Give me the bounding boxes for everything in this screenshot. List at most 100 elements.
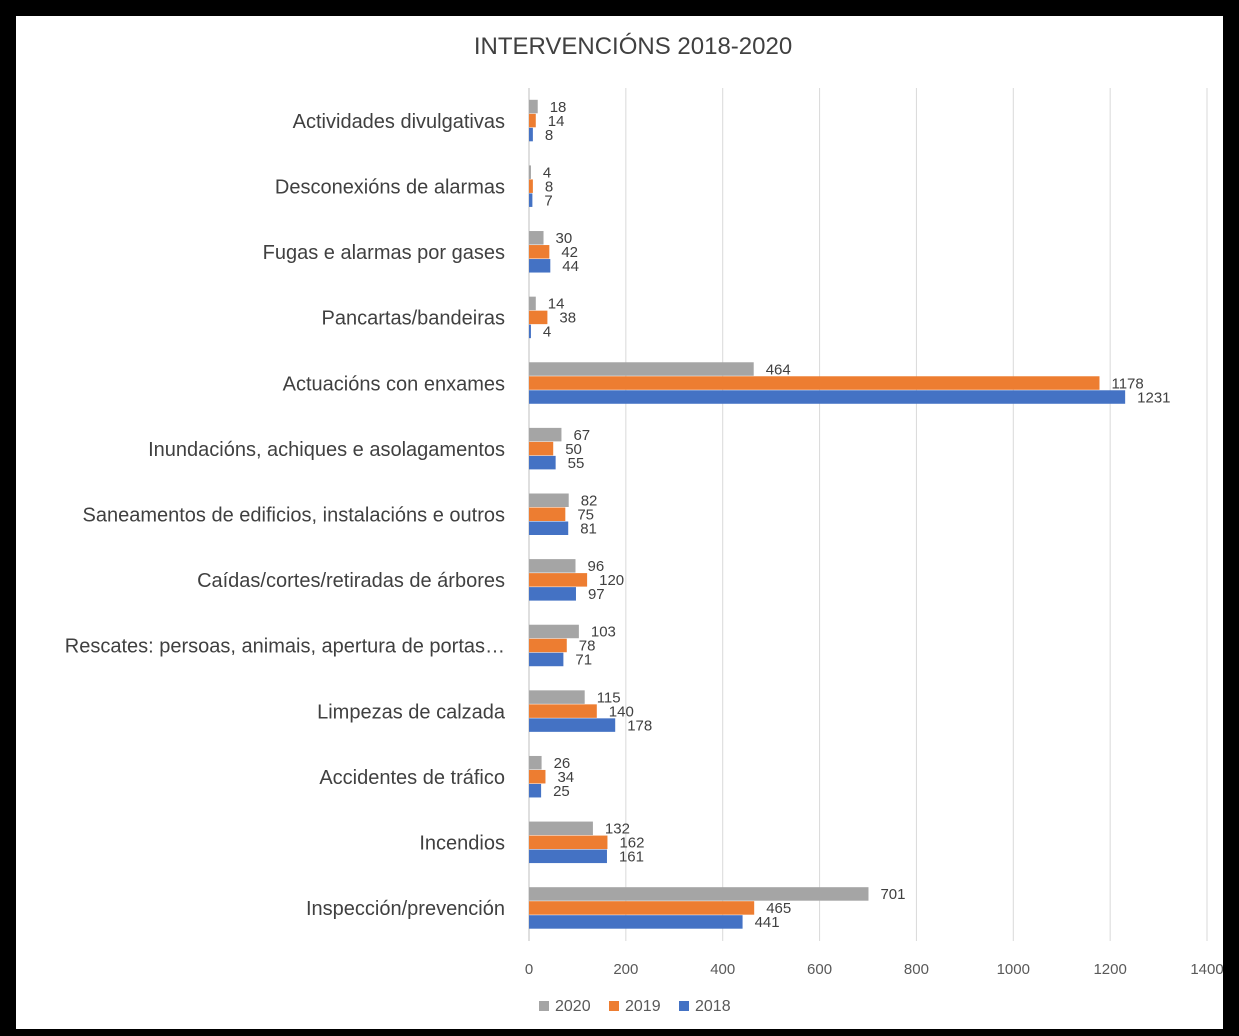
- bar-2019: [529, 441, 554, 456]
- category-label: Pancartas/bandeiras: [322, 308, 505, 330]
- x-tick-label: 1000: [997, 961, 1030, 978]
- bar-2019: [529, 573, 588, 587]
- bar-2018: [529, 915, 743, 929]
- bar-2019: [529, 179, 533, 193]
- bar-2018: [529, 193, 533, 207]
- x-tick-label: 0: [525, 961, 533, 978]
- bar-2019: [529, 245, 550, 259]
- legend-swatch-2020: [539, 1001, 549, 1011]
- data-label: 55: [568, 455, 585, 472]
- x-tick-label: 800: [904, 961, 929, 978]
- data-label: 1231: [1137, 389, 1170, 406]
- x-tick-label: 1200: [1093, 961, 1126, 978]
- data-label: 7: [544, 192, 552, 209]
- bar-2018: [529, 783, 542, 798]
- bar-2020: [529, 624, 579, 639]
- data-label: 30: [556, 230, 573, 247]
- bars: [529, 99, 1126, 929]
- data-label: 34: [557, 769, 574, 786]
- category-label: Fugas e alarmas por gases: [263, 242, 505, 264]
- data-label: 4: [543, 164, 551, 181]
- data-label: 161: [619, 849, 644, 866]
- bar-2020: [529, 690, 585, 704]
- bar-2019: [529, 376, 1100, 390]
- legend-label: 2018: [695, 998, 731, 1015]
- bar-2020: [529, 362, 754, 376]
- data-label: 67: [573, 427, 590, 444]
- chart-area: INTERVENCIÓNS 2018-2020 18 14 8 4 8 7 30 42 44 14…: [16, 16, 1223, 1029]
- data-label: 81: [580, 521, 597, 538]
- data-label: 14: [548, 113, 565, 130]
- legend-swatch-2018: [679, 1001, 689, 1011]
- category-label: Saneamentos de edificios, instalacións e…: [83, 505, 505, 527]
- data-label: 50: [565, 441, 582, 458]
- data-label: 97: [588, 586, 605, 603]
- x-axis-ticks: 0 200 400 600 800 1000 1200 1400: [525, 961, 1223, 978]
- data-label: 14: [548, 296, 565, 313]
- bar-2018: [529, 849, 607, 864]
- data-label: 82: [581, 493, 598, 510]
- bar-2018: [529, 652, 564, 667]
- category-labels: Actividades divulgativas Desconexións de …: [65, 111, 506, 920]
- data-label: 132: [605, 821, 630, 838]
- bar-2018: [529, 127, 533, 142]
- legend: 2020 2019 2018: [539, 998, 731, 1015]
- x-tick-label: 600: [807, 961, 832, 978]
- bar-2018: [529, 587, 576, 601]
- bar-2019: [529, 704, 597, 718]
- data-label: 78: [579, 638, 596, 655]
- data-label: 8: [545, 127, 553, 144]
- bar-2019: [529, 638, 567, 653]
- bar-2019: [529, 310, 548, 325]
- data-labels: 1814848730424414384464117812316750558275…: [543, 99, 1171, 931]
- bar-2020: [529, 296, 536, 311]
- data-label: 701: [880, 886, 905, 903]
- data-label: 4: [543, 324, 551, 341]
- data-label: 103: [591, 624, 616, 641]
- bar-2018: [529, 259, 551, 273]
- data-label: 38: [559, 310, 576, 327]
- data-label: 8: [545, 178, 553, 195]
- data-label: 178: [627, 717, 652, 734]
- legend-label: 2020: [555, 998, 591, 1015]
- bar-2019: [529, 113, 536, 128]
- category-label: Limpezas de calzada: [317, 701, 506, 723]
- bar-2019: [529, 901, 755, 915]
- category-label: Actuacións con enxames: [283, 373, 505, 395]
- legend-label: 2019: [625, 998, 661, 1015]
- data-label: 115: [597, 689, 621, 706]
- x-tick-label: 1400: [1190, 961, 1223, 978]
- bar-2019: [529, 769, 546, 784]
- bar-2020: [529, 427, 562, 442]
- data-label: 71: [575, 652, 592, 669]
- data-label: 162: [619, 835, 644, 852]
- legend-swatch-2019: [609, 1001, 619, 1011]
- bar-2020: [529, 231, 544, 245]
- bar-2018: [529, 521, 569, 535]
- bar-2019: [529, 835, 608, 850]
- data-label: 1178: [1111, 375, 1143, 392]
- bar-2020: [529, 755, 542, 770]
- data-label: 42: [561, 244, 578, 261]
- category-label: Accidentes de tráfico: [319, 767, 505, 789]
- bar-chart: INTERVENCIÓNS 2018-2020 1814848730424414…: [65, 33, 1223, 1015]
- data-label: 44: [562, 258, 579, 275]
- category-label: Incendios: [419, 833, 505, 855]
- category-label: Inspección/prevención: [306, 898, 505, 920]
- x-tick-label: 400: [710, 961, 735, 978]
- bar-2020: [529, 887, 869, 901]
- data-label: 75: [577, 507, 594, 524]
- category-label: Desconexións de alarmas: [275, 176, 505, 198]
- gridlines: [528, 88, 1208, 941]
- bar-2018: [529, 718, 616, 732]
- category-label: Caídas/cortes/retiradas de árbores: [197, 570, 505, 592]
- category-label: Rescates: persoas, animais, apertura de …: [65, 636, 505, 658]
- bar-2020: [529, 493, 569, 507]
- data-label: 464: [766, 361, 791, 378]
- bar-2018: [529, 455, 556, 470]
- data-label: 26: [554, 755, 571, 772]
- category-label: Inundacións, achiques e asolagamentos: [148, 439, 505, 461]
- data-label: 18: [550, 99, 567, 116]
- bar-2018: [529, 324, 531, 339]
- bar-2020: [529, 165, 531, 179]
